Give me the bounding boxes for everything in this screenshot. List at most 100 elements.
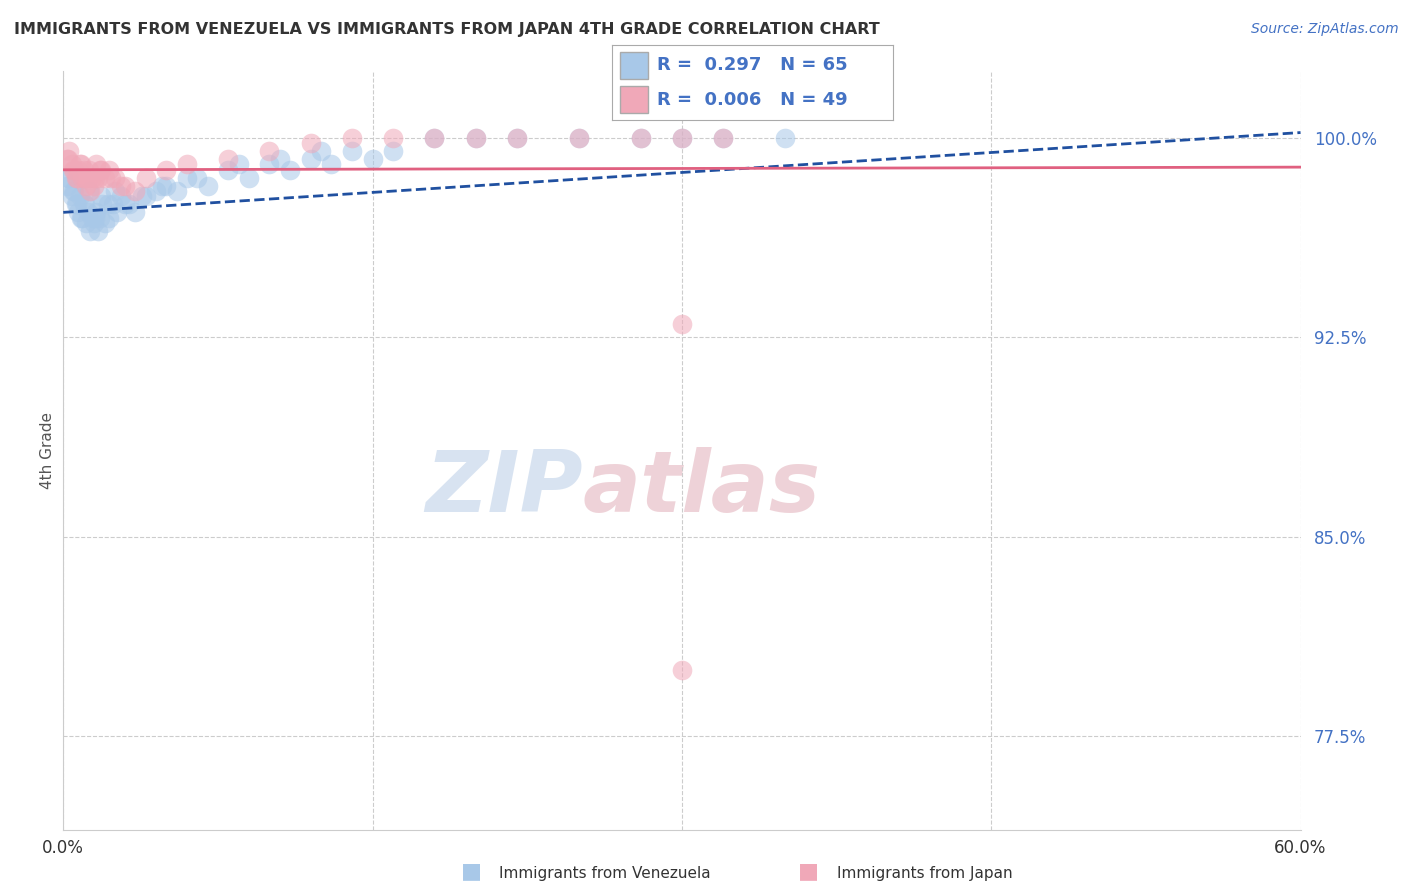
Text: ■: ■ [799,862,818,881]
Point [60,157,83,171]
Point [56,178,79,193]
Point [114,178,136,193]
Point [79,224,101,238]
Point [124,184,146,198]
Point [773,131,796,145]
Point [135,170,157,185]
Point [382,131,405,145]
Point [464,131,486,145]
Point [166,184,188,198]
Point [93,170,115,185]
Point [70,170,93,185]
Point [90,162,112,177]
Point [259,144,281,158]
Point [89,162,111,177]
Point [145,184,167,198]
Point [56,152,79,166]
Text: Immigrants from Venezuela: Immigrants from Venezuela [499,866,711,881]
Point [77,184,100,198]
Point [464,131,486,145]
Point [155,162,177,177]
Point [66,197,89,211]
Text: ■: ■ [461,862,481,881]
Point [711,131,734,145]
Point [630,131,652,145]
Y-axis label: 4th Grade: 4th Grade [39,412,55,489]
Point [630,131,652,145]
Point [83,178,105,193]
FancyBboxPatch shape [620,52,648,78]
Point [91,197,114,211]
Point [423,131,446,145]
Point [150,178,173,193]
Point [361,152,384,166]
Point [70,211,93,225]
Point [58,170,80,185]
Point [110,178,132,193]
Point [77,162,100,177]
Point [104,184,127,198]
Point [93,216,115,230]
Point [299,136,322,151]
Text: Source: ZipAtlas.com: Source: ZipAtlas.com [1251,22,1399,37]
Point [62,184,84,198]
Point [309,144,332,158]
Point [82,170,104,185]
Point [79,184,101,198]
Point [69,189,91,203]
Point [124,205,146,219]
Point [87,224,110,238]
Point [228,157,250,171]
Point [671,663,693,677]
Point [84,170,107,185]
Point [58,144,80,158]
Point [671,131,693,145]
Point [382,144,405,158]
Point [82,211,104,225]
Point [340,131,363,145]
Point [89,211,111,225]
Point [568,131,591,145]
Point [118,197,141,211]
Point [131,189,153,203]
Point [66,162,89,177]
Point [340,144,363,158]
Point [186,170,208,185]
Point [73,162,96,177]
Point [110,189,132,203]
Point [83,216,105,230]
Point [62,162,84,177]
Point [238,170,260,185]
Point [97,211,120,225]
Point [84,211,107,225]
Point [671,317,693,331]
Point [73,197,96,211]
Point [197,178,219,193]
Point [58,152,80,166]
Point [87,170,110,185]
Point [73,197,96,211]
Point [135,189,157,203]
Point [62,162,84,177]
Point [278,162,301,177]
Point [75,178,97,193]
Point [423,131,446,145]
Point [711,131,734,145]
Point [176,157,198,171]
Point [101,197,124,211]
FancyBboxPatch shape [620,87,648,112]
Point [69,157,91,171]
Point [114,197,136,211]
Point [100,170,122,185]
Point [155,178,177,193]
Text: atlas: atlas [583,447,821,530]
Point [259,157,281,171]
Point [176,170,198,185]
Point [105,205,128,219]
Point [217,162,239,177]
Point [77,205,100,219]
Point [66,170,89,185]
Point [671,131,693,145]
Point [69,211,91,225]
Point [58,170,80,185]
